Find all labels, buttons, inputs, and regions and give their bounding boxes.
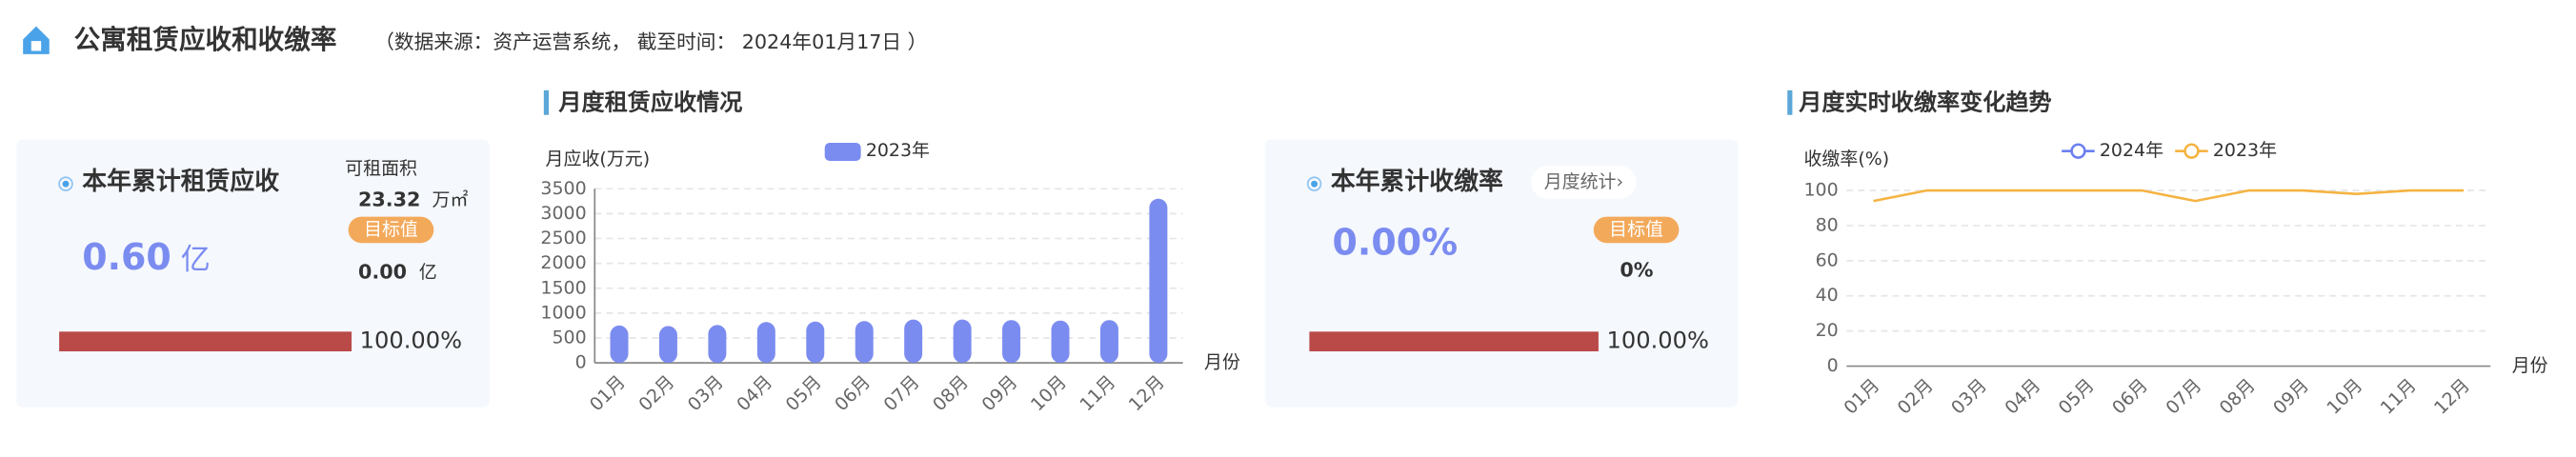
x-tick-label: 04月 — [733, 371, 776, 415]
y-tick-label: 3000 — [540, 203, 586, 224]
page-title: 公寓租赁应收和收缴率 — [74, 24, 337, 55]
y-tick-label: 1500 — [540, 277, 586, 298]
x-tick-label: 08月 — [2216, 375, 2260, 419]
x-tick-label: 03月 — [684, 371, 728, 415]
legend-label: 2023年 — [2213, 140, 2277, 161]
x-tick-label: 03月 — [1947, 375, 1991, 419]
area-value: 23.32 — [358, 188, 420, 210]
card-unit: 亿 — [181, 243, 211, 277]
line — [1873, 189, 2465, 203]
bar — [1051, 320, 1070, 364]
x-tick-label: 09月 — [2269, 375, 2313, 419]
section-title: 月度实时收缴率变化趋势 — [1798, 89, 2051, 116]
progress-label: 100.00% — [360, 328, 462, 354]
monthly-button-label[interactable]: 月度统计› — [1544, 171, 1623, 192]
monthly-button[interactable] — [1531, 166, 1637, 199]
dot — [58, 176, 73, 191]
bar — [610, 325, 629, 364]
bar — [1149, 198, 1168, 364]
target-pill — [348, 216, 434, 244]
bar — [708, 325, 727, 364]
card-title: 本年累计租赁应收 — [82, 167, 279, 196]
y-tick-label: 3500 — [540, 178, 586, 199]
x-tick-label: 02月 — [1894, 375, 1938, 419]
x-tick-label: 06月 — [831, 371, 875, 415]
section-bar — [543, 89, 549, 115]
area-label: 可租面积 — [345, 158, 417, 179]
target-label: 目标值 — [364, 219, 418, 240]
y-tick-label: 0 — [575, 352, 587, 373]
legend-marker — [2070, 143, 2086, 159]
y-tick-label: 2000 — [540, 252, 586, 273]
x-tick-label: 06月 — [2108, 375, 2152, 419]
dot — [1306, 176, 1322, 191]
progress-bar — [59, 331, 352, 352]
legend-swatch — [824, 143, 861, 161]
legend-label: 2024年 — [2100, 140, 2163, 161]
y-axis-label: 月应收(万元) — [546, 149, 651, 169]
y-tick-label: 40 — [1816, 285, 1839, 306]
card-value: 0.60 — [82, 236, 171, 278]
x-tick-label: 12月 — [2430, 375, 2474, 419]
bar — [756, 322, 775, 364]
x-tick-label: 10月 — [2323, 375, 2366, 419]
page-subtitle: （数据来源：资产运营系统， 截至时间： 2024年01月17日 ） — [374, 30, 927, 53]
target-value: 0.00 — [358, 260, 407, 283]
card-value: 0.00% — [1333, 221, 1459, 263]
x-tick-label: 04月 — [2001, 375, 2044, 419]
y-tick-label: 1000 — [540, 302, 586, 323]
x-tick-label: 11月 — [1076, 371, 1119, 415]
x-tick-label: 09月 — [977, 371, 1021, 415]
x-tick-label: 02月 — [634, 371, 678, 415]
x-axis-label: 月份 — [2512, 355, 2548, 376]
y-tick-label: 0 — [1827, 355, 1839, 376]
target-value: 0% — [1620, 259, 1653, 282]
bar — [658, 326, 677, 364]
bar — [1099, 320, 1118, 364]
dot — [1311, 180, 1318, 188]
section-bar — [1787, 89, 1793, 115]
x-axis-label: 月份 — [1204, 352, 1240, 373]
legend-marker — [2184, 143, 2200, 159]
home-icon-door — [30, 41, 42, 51]
y-tick-label: 500 — [552, 327, 586, 348]
x-tick-label: 07月 — [880, 371, 924, 415]
y-tick-label: 20 — [1816, 320, 1839, 341]
bar — [1002, 320, 1021, 364]
dot — [62, 180, 70, 188]
target-label: 目标值 — [1609, 219, 1663, 240]
x-tick-label: 05月 — [2055, 375, 2099, 419]
y-tick-label: 100 — [1804, 180, 1839, 201]
target-pill — [1593, 216, 1680, 244]
x-tick-label: 08月 — [929, 371, 973, 415]
y-axis-label: 收缴率(%) — [1803, 149, 1889, 169]
bar — [953, 319, 972, 364]
x-tick-label: 07月 — [2162, 375, 2205, 419]
x-tick-label: 01月 — [586, 371, 630, 415]
progress-bar — [1309, 331, 1599, 352]
bar — [904, 319, 923, 364]
progress-label: 100.00% — [1607, 328, 1709, 354]
card-title: 本年累计收缴率 — [1331, 167, 1503, 196]
bar — [806, 321, 825, 364]
x-tick-label: 12月 — [1125, 371, 1169, 415]
x-tick-label: 01月 — [1840, 375, 1883, 419]
x-tick-label: 10月 — [1027, 371, 1071, 415]
x-tick-label: 05月 — [782, 371, 826, 415]
home-icon — [23, 26, 50, 54]
y-tick-label: 80 — [1816, 214, 1839, 235]
area-unit: 万㎡ — [433, 189, 469, 210]
section-title: 月度租赁应收情况 — [557, 89, 742, 116]
target-unit: 亿 — [419, 262, 437, 283]
y-tick-label: 2500 — [540, 228, 586, 248]
x-tick-label: 11月 — [2377, 375, 2421, 419]
y-tick-label: 60 — [1816, 249, 1839, 270]
bar — [855, 321, 874, 364]
legend-label: 2023年 — [866, 140, 930, 161]
